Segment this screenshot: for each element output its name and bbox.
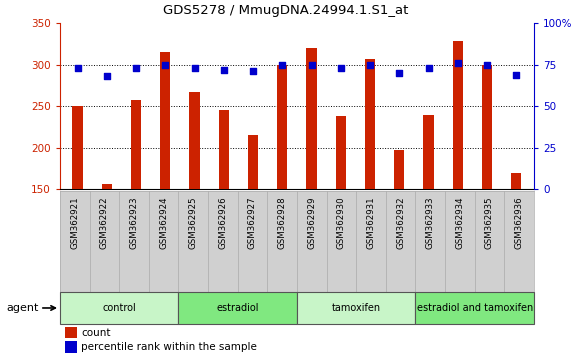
Text: GSM362935: GSM362935 [485, 196, 494, 249]
Bar [131, 101, 141, 314]
Bar [365, 59, 375, 314]
Text: tamoxifen: tamoxifen [332, 303, 381, 313]
Bar [248, 135, 258, 314]
Text: GSM362926: GSM362926 [218, 196, 227, 249]
Text: GSM362932: GSM362932 [396, 196, 405, 249]
Point [453, 60, 463, 66]
Text: GSM362925: GSM362925 [189, 196, 198, 249]
Bar [394, 150, 404, 314]
Bar [336, 116, 346, 314]
Text: GSM362934: GSM362934 [455, 196, 464, 249]
Bar [297, 292, 416, 324]
Point [131, 65, 140, 71]
Point [278, 62, 287, 68]
Point [395, 70, 404, 76]
Bar [219, 110, 229, 314]
Bar [102, 184, 112, 314]
Bar [160, 52, 170, 314]
Text: GSM362923: GSM362923 [130, 196, 139, 249]
Text: GSM362924: GSM362924 [159, 196, 168, 249]
Bar [307, 48, 317, 314]
Text: estradiol and tamoxifen: estradiol and tamoxifen [416, 303, 533, 313]
Bar [277, 65, 287, 314]
Bar [511, 173, 521, 314]
Text: GSM362931: GSM362931 [367, 196, 376, 249]
Bar [190, 92, 200, 314]
Text: control: control [102, 303, 136, 313]
Point [336, 65, 345, 71]
Point [160, 62, 170, 68]
Point [219, 67, 228, 73]
Text: GSM362922: GSM362922 [100, 196, 109, 249]
Text: GSM362929: GSM362929 [307, 196, 316, 249]
Point [424, 65, 433, 71]
Bar [178, 292, 297, 324]
Bar [482, 65, 492, 314]
Point [482, 62, 492, 68]
Text: count: count [81, 328, 111, 338]
Text: percentile rank within the sample: percentile rank within the sample [81, 342, 257, 352]
Bar [60, 292, 178, 324]
Point [190, 65, 199, 71]
Bar [424, 114, 434, 314]
Bar [73, 106, 83, 314]
Text: GSM362930: GSM362930 [337, 196, 346, 249]
Bar [415, 292, 534, 324]
Point [365, 62, 375, 68]
Text: GSM362921: GSM362921 [70, 196, 79, 249]
Point [102, 73, 111, 79]
Bar [65, 327, 77, 338]
Text: GDS5278 / MmugDNA.24994.1.S1_at: GDS5278 / MmugDNA.24994.1.S1_at [163, 4, 408, 17]
Bar [453, 41, 463, 314]
Text: GSM362936: GSM362936 [514, 196, 524, 249]
Point [248, 68, 258, 74]
Point [512, 72, 521, 78]
Point [73, 65, 82, 71]
Text: GSM362927: GSM362927 [248, 196, 257, 249]
Text: agent: agent [7, 303, 39, 313]
Bar [65, 341, 77, 353]
Text: GSM362928: GSM362928 [278, 196, 287, 249]
Text: estradiol: estradiol [216, 303, 259, 313]
Point [307, 62, 316, 68]
Text: GSM362933: GSM362933 [426, 196, 435, 249]
